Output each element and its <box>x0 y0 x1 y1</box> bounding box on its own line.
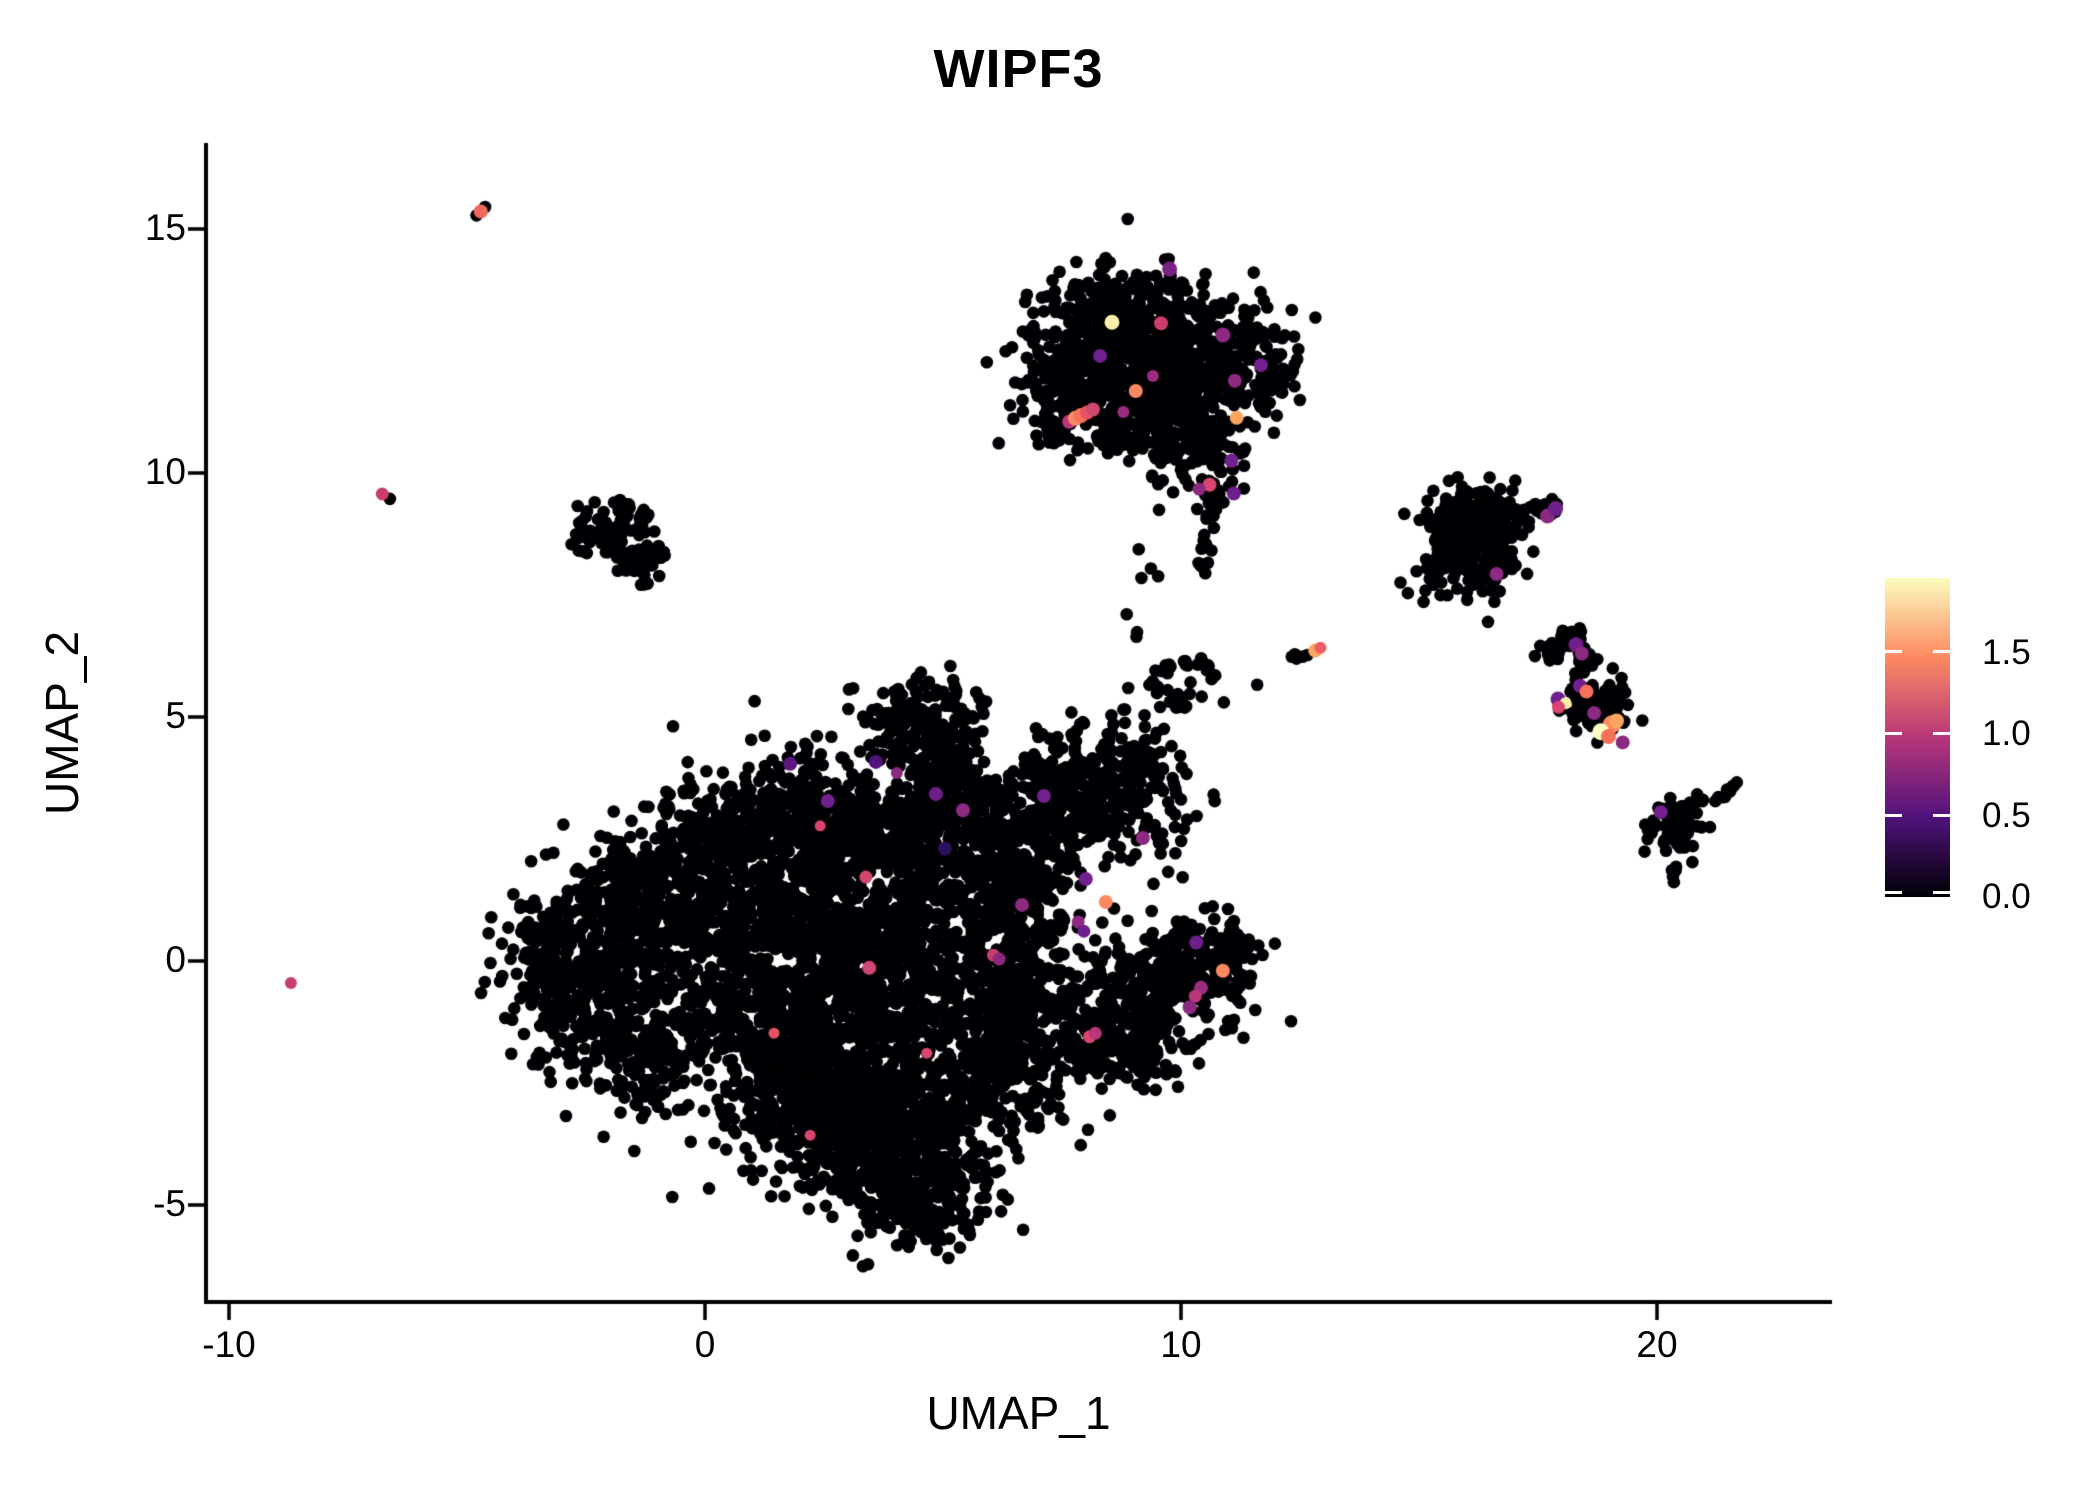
y-tick-label: 10 <box>144 451 186 492</box>
expression-colorbar <box>1885 578 1950 897</box>
x-tick-label: 0 <box>694 1324 716 1365</box>
colorbar-tick-mark <box>1933 731 1950 735</box>
legend-tick-label: 0.0 <box>1982 877 2031 916</box>
legend-tick-label: 1.5 <box>1982 633 2031 672</box>
y-tick-label: 0 <box>165 939 186 980</box>
plot-title: WIPF3 <box>933 39 1104 99</box>
x-tick-label: -10 <box>202 1324 256 1365</box>
x-tick-label: 10 <box>1160 1324 1202 1365</box>
y-tick-label: -5 <box>153 1183 186 1224</box>
colorbar-tick-mark <box>1933 813 1950 817</box>
x-tick-label: 20 <box>1636 1324 1678 1365</box>
y-tick-label: 5 <box>165 695 186 736</box>
y-tick-label: 15 <box>144 207 186 248</box>
colorbar-tick-mark <box>1933 891 1950 894</box>
x-axis-title: UMAP_1 <box>926 1387 1111 1439</box>
colorbar-tick-mark <box>1885 891 1902 894</box>
colorbar-tick-mark <box>1933 650 1950 654</box>
colorbar-tick-mark <box>1885 650 1902 654</box>
legend-tick-label: 1.0 <box>1982 714 2031 753</box>
colorbar-tick-mark <box>1885 813 1902 817</box>
legend-tick-label: 0.5 <box>1982 796 2031 835</box>
colorbar-tick-mark <box>1885 731 1902 735</box>
